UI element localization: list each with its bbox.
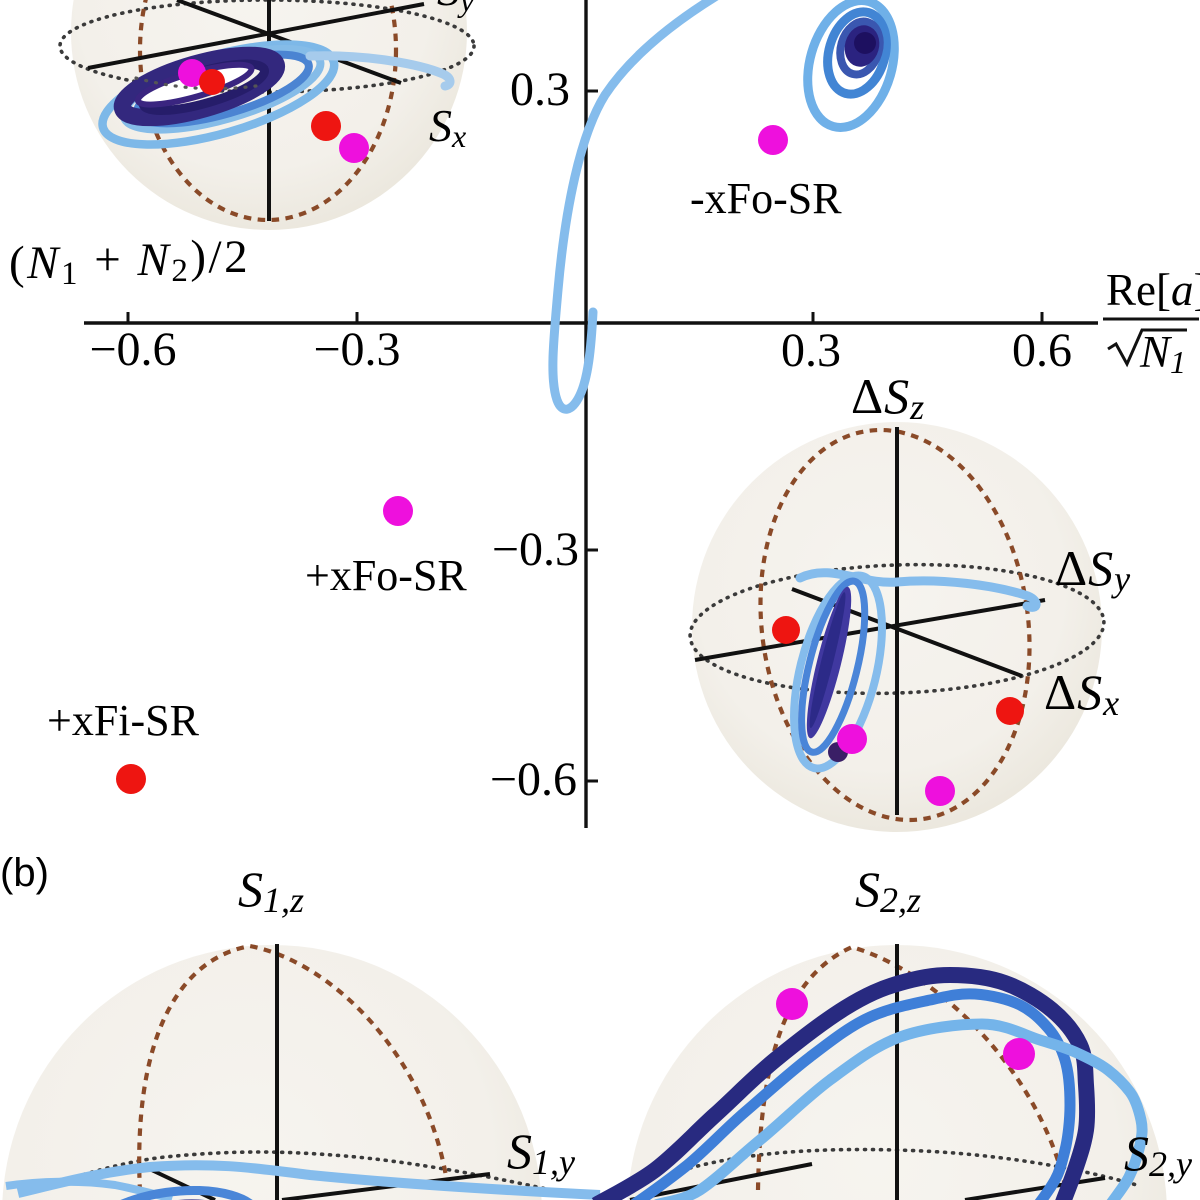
svg-text:(N1 + N2)/2: (N1 + N2)/2 <box>9 231 250 292</box>
svg-text:-xFo-SR: -xFo-SR <box>690 174 842 223</box>
svg-text:+xFo-SR: +xFo-SR <box>305 551 467 600</box>
svg-text:0.3: 0.3 <box>510 63 570 116</box>
svg-text:ΔSx: ΔSx <box>1044 664 1120 723</box>
svg-text:N1: N1 <box>1139 327 1186 380</box>
svg-text:S2,y: S2,y <box>1124 1125 1192 1184</box>
svg-text:−0.3: −0.3 <box>313 323 400 376</box>
svg-text:(b): (b) <box>0 851 49 895</box>
svg-text:S2,z: S2,z <box>855 861 921 920</box>
svg-text:−0.6: −0.6 <box>89 323 176 376</box>
svg-text:Sx: Sx <box>429 100 466 154</box>
svg-text:0.3: 0.3 <box>781 324 841 377</box>
svg-text:−0.3: −0.3 <box>492 523 579 576</box>
svg-text:Sy: Sy <box>437 0 475 18</box>
svg-text:−0.6: −0.6 <box>490 753 577 806</box>
svg-text:ΔSz: ΔSz <box>851 368 925 427</box>
svg-text:Re[a]: Re[a] <box>1106 265 1200 315</box>
svg-text:0.6: 0.6 <box>1012 324 1072 377</box>
svg-text:ΔSy: ΔSy <box>1055 540 1131 599</box>
svg-text:+xFi-SR: +xFi-SR <box>47 696 200 745</box>
svg-text:S1,z: S1,z <box>238 861 304 920</box>
svg-text:S1,y: S1,y <box>507 1123 575 1182</box>
